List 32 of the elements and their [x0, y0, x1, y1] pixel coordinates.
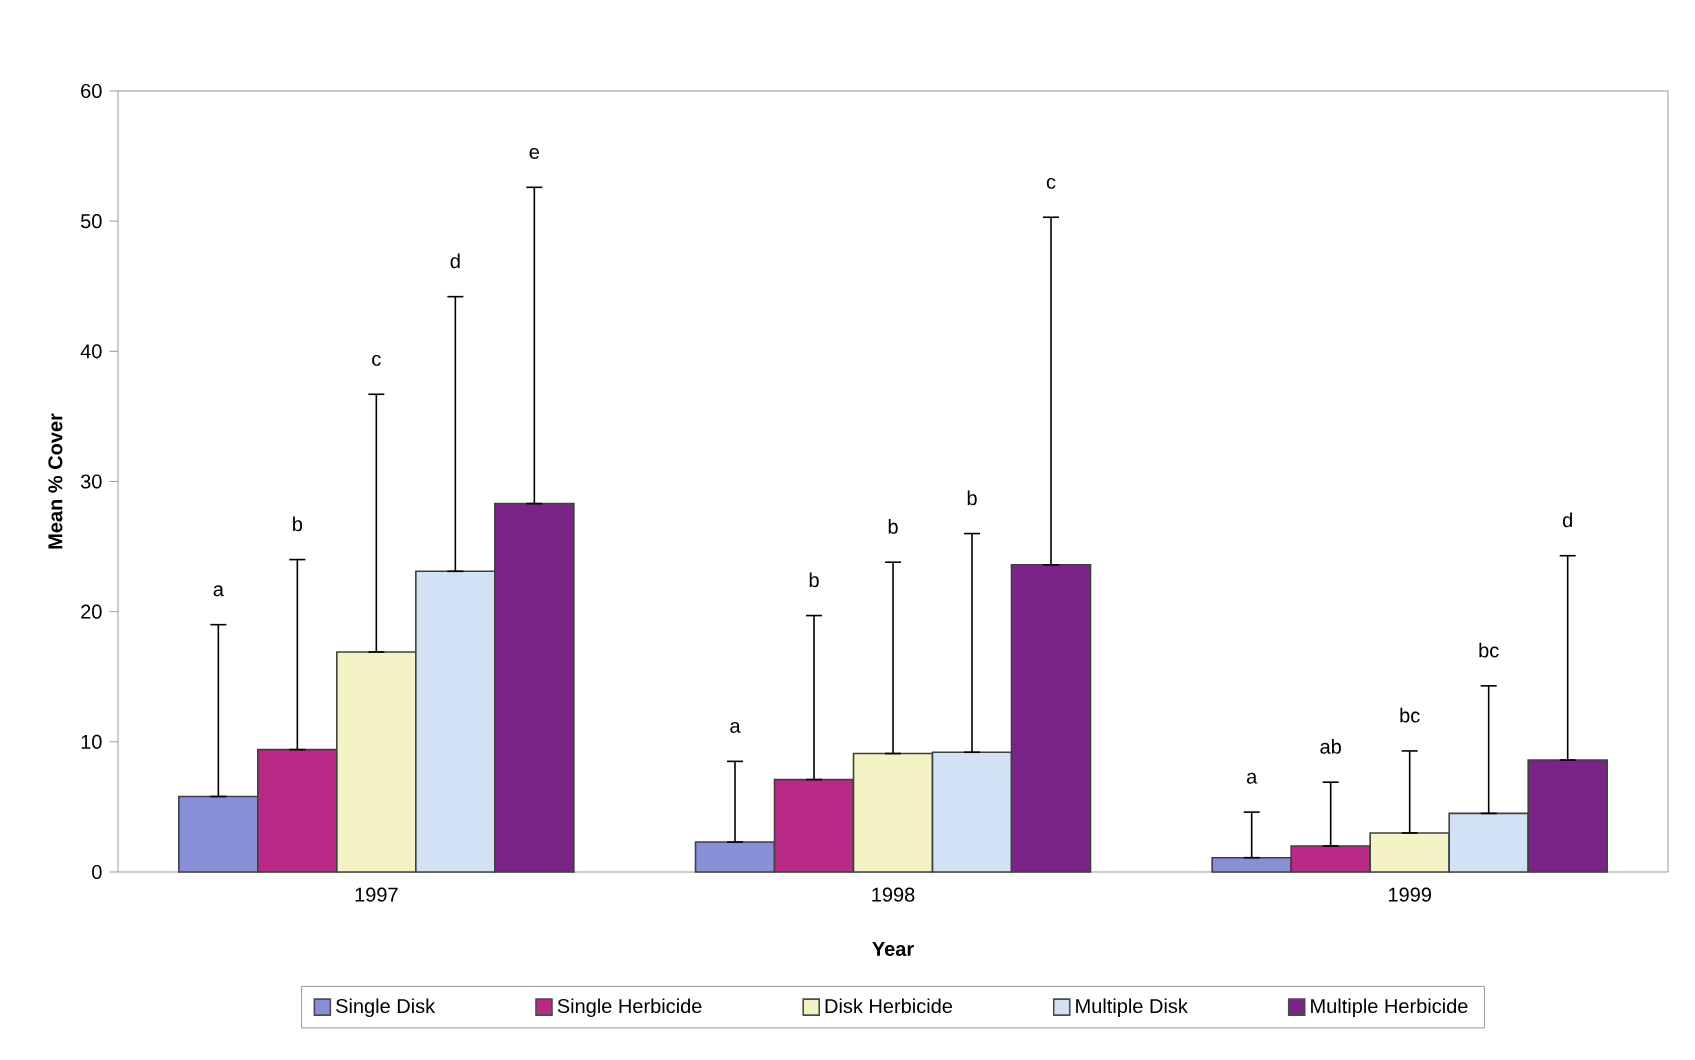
x-tick-label: 1997	[355, 887, 398, 902]
annotation: c	[372, 354, 381, 366]
y-tick-label: 50	[80, 214, 102, 229]
annotation: b	[888, 519, 898, 534]
y-axis-title: Mean % Cover	[48, 413, 63, 549]
annotation: b	[967, 490, 977, 506]
annotation: d	[1562, 512, 1572, 528]
annotation: c	[1046, 177, 1056, 189]
y-tick-label: 30	[80, 474, 102, 489]
annotation: d	[450, 253, 460, 269]
x-tick-label: 1998	[872, 887, 915, 902]
x-axis-title: Year	[872, 942, 914, 956]
annotation: e	[529, 147, 540, 159]
y-tick-label: 60	[81, 83, 102, 99]
y-tick-label: 40	[80, 344, 102, 359]
y-tick-label: 20	[81, 604, 102, 619]
legend-label: Single Disk	[336, 998, 436, 1018]
annotation: a	[1246, 772, 1258, 784]
annotation: b	[293, 516, 303, 532]
annotation: ab	[1320, 739, 1341, 754]
y-tick-label: 10	[81, 734, 102, 749]
legend-label: Multiple Herbicide	[1311, 998, 1468, 1018]
annotation: b	[809, 572, 819, 588]
annotation: bc	[1479, 642, 1499, 658]
annotation: a	[213, 585, 224, 597]
legend-label: Disk Herbicide	[825, 998, 953, 1014]
annotation: bc	[1400, 707, 1420, 723]
legend-label: Multiple Disk	[1076, 998, 1188, 1018]
x-tick-label: 1999	[1388, 887, 1431, 902]
legend-label: Single Herbicide	[557, 998, 702, 1018]
annotation: a	[730, 722, 741, 733]
y-tick-label: 0	[92, 864, 102, 880]
